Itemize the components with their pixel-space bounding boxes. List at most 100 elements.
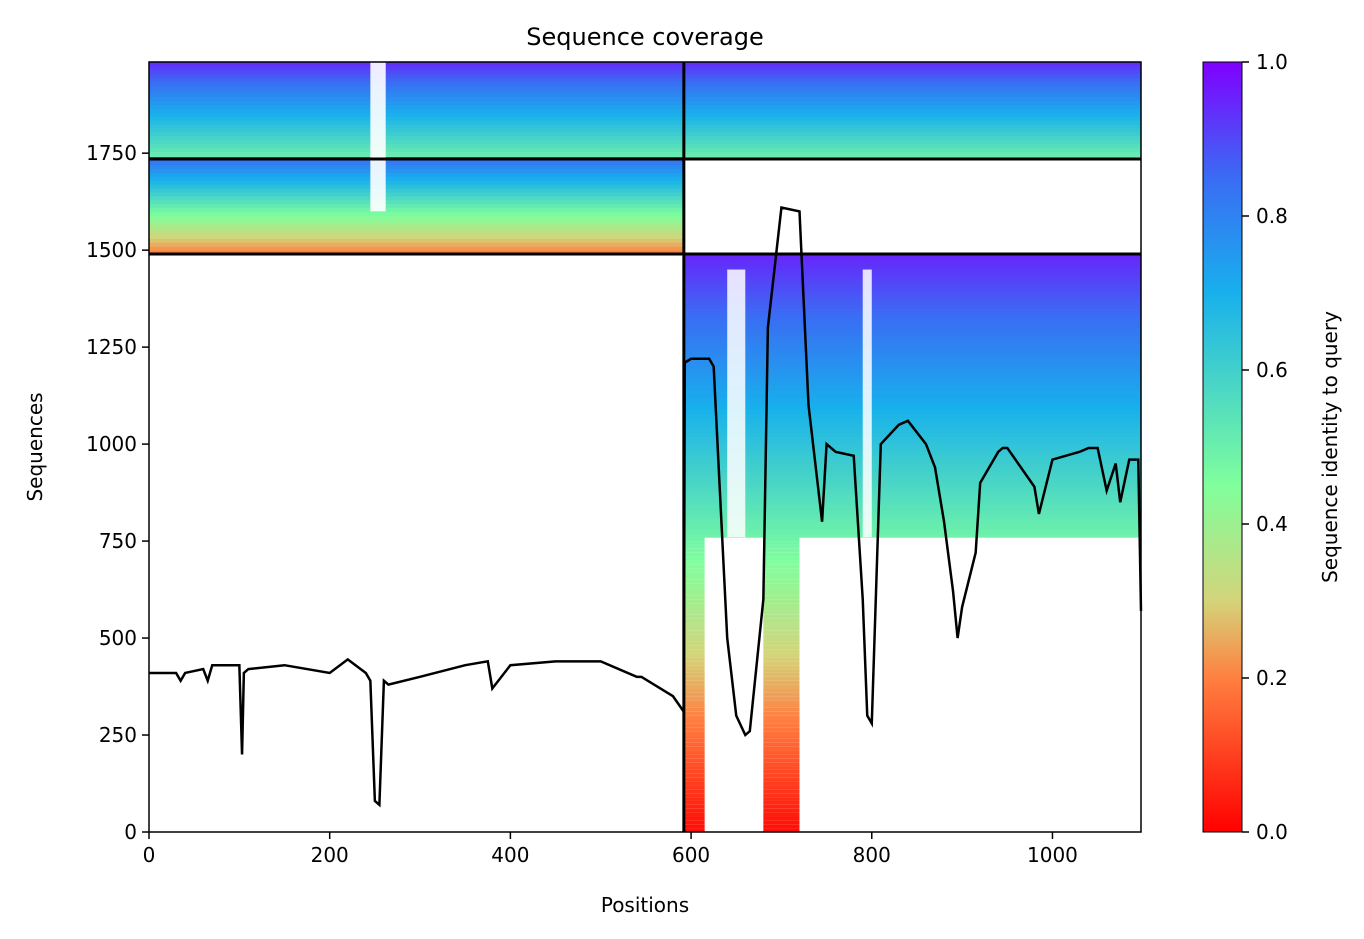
coverage-cell [684, 707, 705, 712]
coverage-cell [149, 77, 684, 82]
coverage-cell [683, 85, 1141, 90]
coverage-cell [149, 234, 684, 239]
coverage-cell [684, 808, 705, 813]
coverage-cell [683, 486, 1141, 492]
coverage-cell [683, 327, 1141, 333]
coverage-cell [763, 607, 800, 611]
coverage-cell [683, 288, 1141, 294]
coverage-cell [683, 335, 1141, 340]
coverage-cell [763, 599, 800, 604]
coverage-cell [683, 397, 1141, 402]
coverage-cell [683, 347, 1141, 352]
coverage-cell [683, 362, 1141, 368]
coverage-cell [684, 552, 705, 557]
y-tick-label: 750 [99, 529, 137, 553]
coverage-cell [683, 143, 1141, 148]
coverage-cell [763, 572, 800, 576]
coverage-cell [763, 653, 800, 658]
coverage-cell [684, 746, 705, 751]
coverage-cell [763, 804, 800, 809]
coverage-cell [684, 572, 705, 576]
coverage-cell [683, 254, 1141, 259]
coverage-cell [684, 800, 705, 805]
coverage-cell [763, 665, 800, 670]
coverage-cell [684, 564, 705, 569]
coverage-cell [684, 816, 705, 821]
coverage-cell [149, 230, 684, 236]
y-axis: 0 250 500 750 1000 1250 1500 1750 [86, 141, 149, 844]
coverage-cell [684, 610, 705, 615]
coverage-cell [684, 766, 705, 770]
coverage-cell [683, 319, 1141, 325]
coverage-cell [149, 203, 684, 208]
coverage-cell [684, 603, 705, 608]
coverage-cell [684, 560, 705, 565]
x-axis-label: Positions [601, 893, 689, 917]
y-tick-label: 1750 [86, 141, 137, 165]
coverage-cell [683, 517, 1141, 523]
coverage-cell [763, 812, 800, 817]
coverage-cell [684, 711, 705, 716]
coverage-cell [683, 281, 1141, 286]
coverage-cell [683, 510, 1141, 515]
coverage-cell [683, 455, 1141, 461]
coverage-cell [683, 124, 1141, 129]
coverage-cell [763, 793, 800, 798]
coverage-cell [763, 703, 800, 708]
coverage-cell [763, 711, 800, 716]
coverage-cell [683, 77, 1141, 82]
coverage-cell [763, 707, 800, 712]
coverage-cell [683, 81, 1141, 86]
colorbar-tick-label: 0.0 [1256, 820, 1288, 844]
coverage-cell [683, 304, 1141, 309]
coverage-cell [683, 273, 1141, 278]
coverage-cell [684, 785, 705, 790]
coverage-cell [683, 300, 1141, 305]
coverage-cell [149, 147, 684, 152]
coverage-cell [683, 413, 1141, 418]
coverage-cell [683, 93, 1141, 98]
coverage-cell [684, 715, 705, 720]
chart-title: Sequence coverage [526, 23, 763, 51]
coverage-cell [763, 684, 800, 689]
y-axis-label: Sequences [23, 392, 47, 501]
coverage-cell [149, 89, 684, 94]
coverage-cell [683, 525, 1141, 530]
coverage-cell [683, 463, 1141, 468]
coverage-cell [763, 626, 800, 631]
coverage-cell [763, 544, 800, 549]
coverage-cell [763, 645, 800, 650]
colorbar-ticks: 0.0 0.2 0.4 0.6 0.8 1.0 [1242, 50, 1288, 844]
coverage-cell [683, 366, 1141, 371]
coverage-cell [683, 385, 1141, 391]
coverage-cell [683, 447, 1141, 453]
coverage-cell [684, 754, 705, 759]
coverage-cell [683, 436, 1141, 441]
colorbar-tick-label: 0.2 [1256, 666, 1288, 690]
coverage-cell [763, 541, 800, 545]
coverage-cell [684, 688, 705, 693]
coverage-cell [683, 506, 1141, 511]
coverage-cell [149, 246, 684, 251]
x-tick-label: 400 [491, 843, 529, 867]
x-tick-label: 600 [672, 843, 710, 867]
coverage-cell [683, 467, 1141, 472]
coverage-cell [683, 147, 1141, 152]
coverage-cell [763, 789, 800, 794]
coverage-cell [763, 634, 800, 639]
coverage-cell [149, 143, 684, 148]
coverage-cell [149, 242, 684, 247]
coverage-cell [149, 250, 684, 255]
coverage-cell [763, 587, 800, 592]
coverage-cell [149, 73, 684, 79]
coverage-gap [727, 269, 746, 538]
coverage-cell [684, 676, 705, 681]
coverage-cell [683, 428, 1141, 433]
coverage-cell [763, 800, 800, 805]
coverage-cell [683, 459, 1141, 464]
coverage-cell [763, 595, 800, 600]
coverage-cell [149, 131, 684, 137]
coverage-cell [149, 184, 684, 189]
coverage-cell [149, 108, 684, 113]
coverage-cell [763, 641, 800, 646]
